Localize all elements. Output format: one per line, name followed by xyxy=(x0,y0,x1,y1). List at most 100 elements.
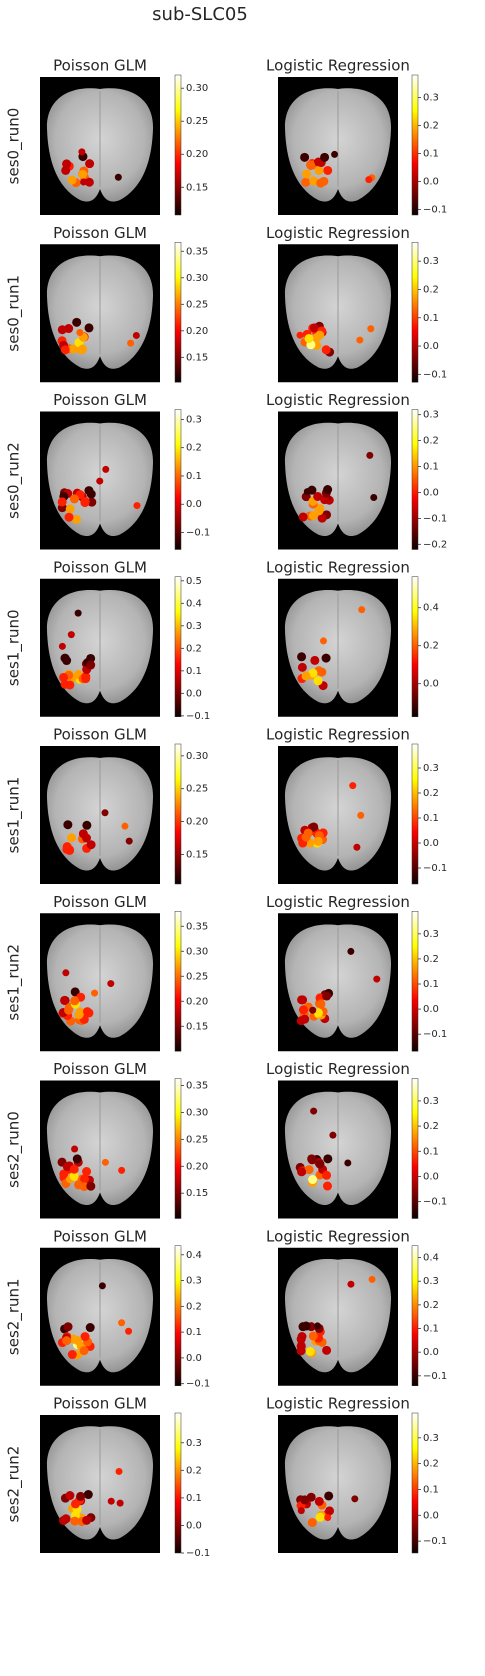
activation-blob xyxy=(80,178,88,186)
activation-blob xyxy=(304,1165,314,1175)
colorbar-tick-label: 0.1 xyxy=(423,979,439,990)
activation-blob xyxy=(314,1008,324,1018)
colorbar-tick-label: 0.0 xyxy=(423,1171,439,1182)
activation-blob xyxy=(324,1491,334,1501)
colorbar-tick-label: −0.2 xyxy=(423,539,447,550)
activation-blob xyxy=(72,1335,82,1345)
brain-image xyxy=(278,1415,398,1553)
activation-blob xyxy=(62,1162,72,1172)
colorbar-tick-label: 0.1 xyxy=(423,813,439,824)
colorbar xyxy=(174,911,182,1052)
colorbar-tick-label: 0.3 xyxy=(423,410,439,421)
colorbar-tick-label: 0.15 xyxy=(186,1188,208,1199)
panel-title: Poisson GLM xyxy=(53,391,147,409)
activation-blob xyxy=(78,148,86,156)
activation-blob xyxy=(322,1345,332,1355)
activation-blob xyxy=(82,1167,92,1177)
colorbar xyxy=(174,1078,182,1219)
panel-title: Logistic Regression xyxy=(266,57,410,75)
activation-blob xyxy=(96,477,104,485)
activation-blob xyxy=(125,1327,133,1335)
colorbar-tick-label: 0.4 xyxy=(186,598,202,609)
activation-blob xyxy=(84,323,94,333)
activation-blob xyxy=(61,1514,71,1524)
activation-blob xyxy=(118,1319,126,1327)
activation-blob xyxy=(59,672,69,682)
row-label: ses0_run1 xyxy=(5,275,24,352)
activation-blob xyxy=(349,782,357,790)
activation-blob xyxy=(81,674,91,684)
colorbar-tick-label: 0.1 xyxy=(423,462,439,473)
activation-blob xyxy=(309,323,319,333)
colorbar-tick-label: 0.1 xyxy=(423,1146,439,1157)
panel-title: Poisson GLM xyxy=(53,1060,147,1078)
colorbar xyxy=(411,911,419,1052)
colorbar xyxy=(411,74,419,216)
activation-blob xyxy=(308,511,318,521)
colorbar xyxy=(411,1245,419,1386)
activation-blob xyxy=(114,173,122,181)
activation-blob xyxy=(321,345,331,355)
colorbar-tick-label: 0.2 xyxy=(423,641,439,652)
activation-blob xyxy=(301,832,311,842)
brain-image xyxy=(40,1415,160,1553)
activation-blob xyxy=(307,1518,317,1528)
activation-blob xyxy=(307,1155,317,1165)
colorbar-tick-label: 0.25 xyxy=(186,116,208,127)
activation-blob xyxy=(121,822,129,830)
colorbar-tick-label: 0.4 xyxy=(186,1250,202,1261)
brain-image xyxy=(40,77,160,215)
activation-blob xyxy=(86,1181,96,1191)
brain-image xyxy=(278,578,398,717)
colorbar-tick-label: 0.0 xyxy=(423,487,439,498)
activation-blob xyxy=(62,844,72,854)
activation-blob xyxy=(367,325,375,333)
activation-blob xyxy=(301,671,311,681)
colorbar xyxy=(174,743,182,885)
activation-blob xyxy=(67,833,77,843)
colorbar-tick-label: 0.2 xyxy=(186,643,202,654)
activation-blob xyxy=(70,1516,80,1526)
activation-blob xyxy=(357,811,365,819)
colorbar-tick-label: 0.2 xyxy=(423,436,439,447)
activation-blob xyxy=(64,1005,74,1015)
activation-blob xyxy=(301,177,311,187)
activation-blob xyxy=(60,995,70,1005)
colorbar-tick-label: −0.1 xyxy=(423,1536,447,1547)
activation-blob xyxy=(316,999,326,1009)
activation-blob xyxy=(296,1334,306,1344)
activation-blob xyxy=(71,1499,81,1509)
activation-blob xyxy=(87,497,97,507)
brain-image xyxy=(40,411,160,550)
colorbar-tick-label: 0.3 xyxy=(186,414,202,425)
activation-blob xyxy=(78,344,88,354)
activation-blob xyxy=(84,177,94,187)
brain-image xyxy=(278,913,398,1052)
colorbar-tick-label: 0.2 xyxy=(186,1465,202,1476)
activation-blob xyxy=(356,336,364,344)
activation-blob xyxy=(76,328,84,336)
colorbar-tick-label: 0.0 xyxy=(186,499,202,510)
panel-title: Poisson GLM xyxy=(53,224,147,242)
colorbar-tick-label: 0.15 xyxy=(186,1021,208,1032)
activation-blob xyxy=(67,175,77,185)
activation-blob xyxy=(300,1014,310,1024)
brain-image xyxy=(40,578,160,717)
colorbar-tick-label: 0.3 xyxy=(423,256,439,267)
panel-title: Poisson GLM xyxy=(53,726,147,744)
activation-blob xyxy=(319,176,329,186)
brain-image xyxy=(278,1080,398,1219)
activation-blob xyxy=(321,653,331,663)
colorbar-tick-label: −0.1 xyxy=(423,863,447,874)
activation-blob xyxy=(313,676,323,686)
figure-title: sub-SLC05 xyxy=(152,4,248,25)
colorbar-tick-label: 0.4 xyxy=(423,603,439,614)
activation-blob xyxy=(322,1181,332,1191)
colorbar-tick-label: −0.1 xyxy=(186,1379,210,1390)
colorbar-tick-label: −0.1 xyxy=(423,369,447,380)
activation-blob xyxy=(297,1507,305,1515)
colorbar xyxy=(174,1245,182,1386)
colorbar-tick-label: −0.1 xyxy=(186,528,210,539)
activation-blob xyxy=(353,843,361,851)
